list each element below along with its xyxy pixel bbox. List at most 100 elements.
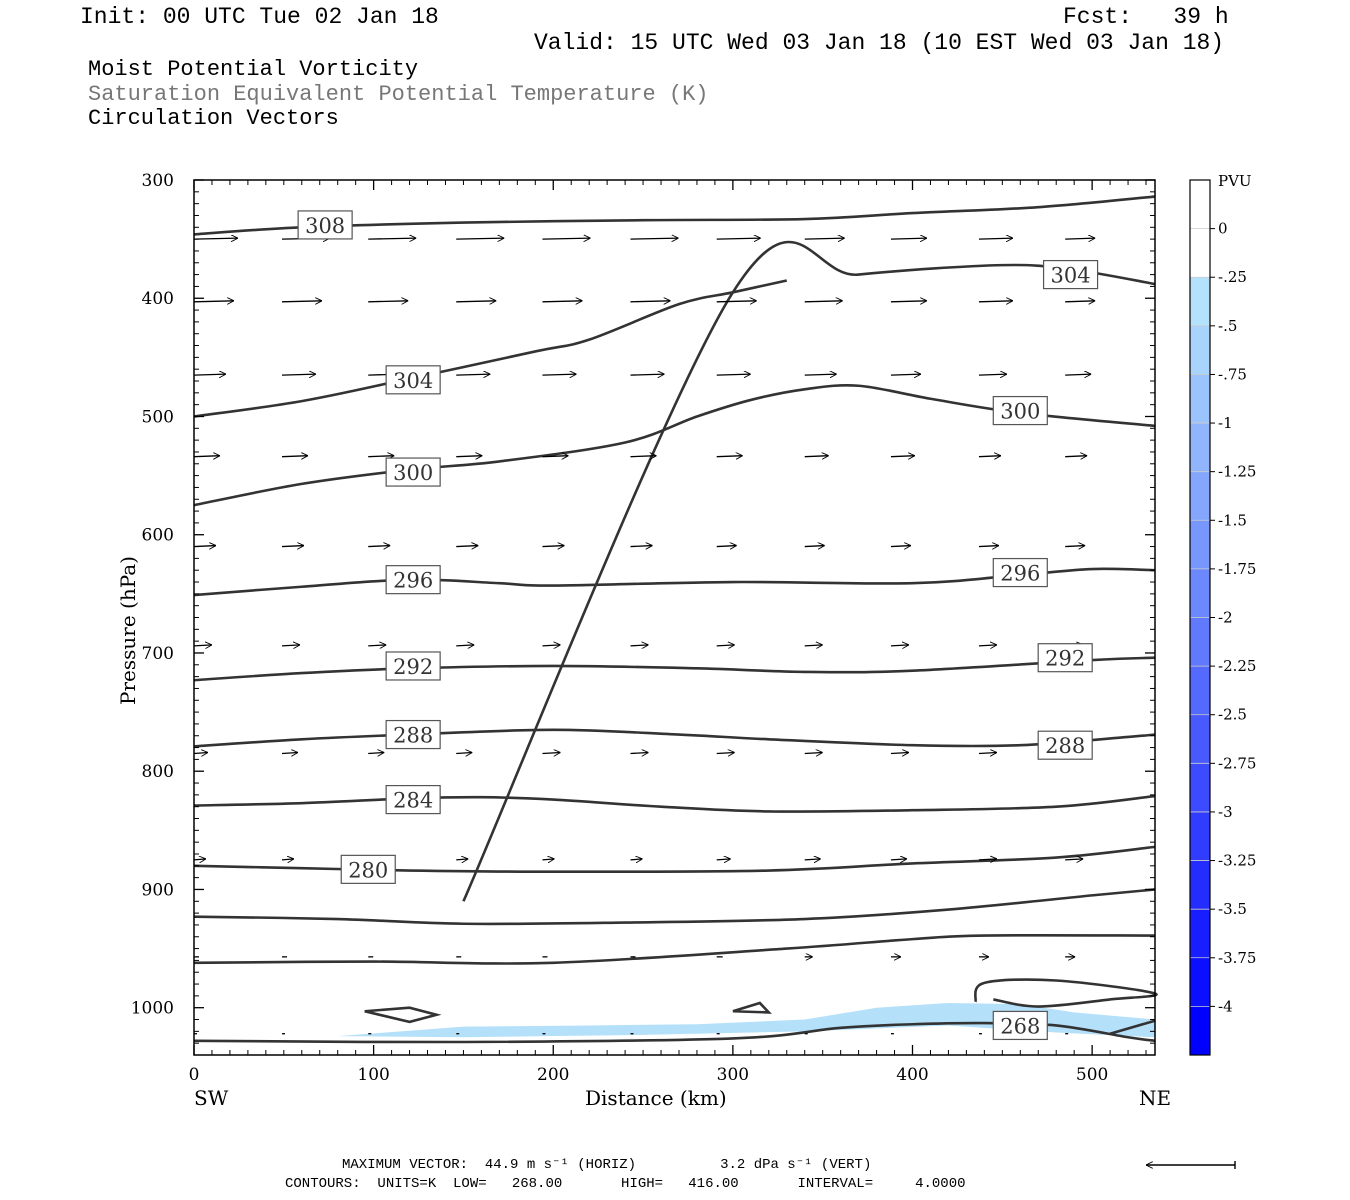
colorbar-label: -1 — [1218, 414, 1233, 432]
contour-label-box — [1042, 259, 1099, 290]
contour-label-box — [340, 854, 396, 884]
contour-label: 296 — [393, 569, 433, 593]
colorbar-bin — [1190, 568, 1210, 618]
circulation-vector — [1065, 374, 1091, 375]
circulation-vector — [456, 238, 504, 239]
circulation-vector — [456, 859, 468, 860]
colorbar-bin — [1190, 228, 1210, 278]
circulation-vector — [193, 546, 216, 547]
contour-line — [732, 1001, 772, 1014]
contour-line — [193, 195, 1156, 236]
contour-label: 296 — [1000, 562, 1040, 586]
circulation-vector — [890, 456, 915, 457]
colorbar-bin — [1190, 423, 1210, 472]
colorbar-label: -1.25 — [1218, 463, 1256, 481]
circulation-vector — [978, 546, 999, 547]
contour-label: 292 — [1045, 647, 1085, 671]
circulation-vector — [193, 374, 226, 375]
x-tick-label: 100 — [357, 1065, 389, 1085]
circulation-vector — [890, 301, 927, 302]
contour-line — [193, 728, 1156, 748]
circulation-vector — [368, 859, 380, 860]
colorbar-bin — [1190, 763, 1210, 812]
circulation-vector — [193, 752, 208, 753]
circulation-vector — [1065, 238, 1095, 239]
y-tick-label: 300 — [142, 171, 174, 191]
colorbar-bin — [1190, 811, 1210, 861]
circulation-vector — [978, 374, 1007, 375]
circulation-vector — [890, 859, 907, 860]
colorbar-label: 0 — [1218, 220, 1228, 238]
circulation-vector — [1065, 645, 1083, 646]
circulation-vector — [716, 546, 737, 547]
circulation-vector — [282, 238, 330, 239]
circulation-vector — [281, 546, 304, 547]
colorbar-bin — [1190, 714, 1210, 764]
circulation-vector — [542, 752, 560, 753]
circulation-vector — [456, 546, 478, 547]
contour-label: 284 — [393, 789, 433, 813]
y-tick-label: 400 — [142, 289, 174, 309]
circulation-vector — [542, 238, 590, 239]
circulation-vector — [716, 752, 735, 753]
circulation-vector — [716, 456, 743, 457]
contour-label-box — [385, 651, 441, 681]
colorbar-bin — [1190, 1006, 1210, 1055]
footer-max-vector: MAXIMUM VECTOR: 44.9 m s⁻¹ (HORIZ) 3.2 d… — [342, 1157, 872, 1173]
y-axis-title: Pressure (hPa) — [116, 556, 140, 705]
circulation-vector — [193, 645, 212, 646]
circulation-vector — [630, 645, 648, 646]
circulation-vector — [978, 752, 997, 753]
circulation-vector — [804, 752, 823, 753]
x-end-label-sw: SW — [194, 1086, 229, 1110]
plot-frame — [193, 179, 1156, 1056]
contour-label-box — [992, 395, 1048, 426]
circulation-vector — [890, 546, 911, 547]
circulation-vector — [1065, 859, 1083, 860]
y-tick-label: 1000 — [131, 999, 174, 1019]
circulation-vector — [193, 456, 220, 457]
circulation-vector — [630, 374, 664, 375]
circulation-vector — [804, 546, 825, 547]
colorbar-bin — [1190, 666, 1210, 715]
colorbar-frame — [1189, 179, 1211, 1056]
circulation-vector — [716, 238, 761, 239]
contour-line — [462, 240, 1156, 902]
circulation-vector — [630, 752, 648, 753]
contour-label: 300 — [393, 461, 433, 485]
circulation-vector — [542, 374, 576, 375]
x-end-label-ne: NE — [1139, 1086, 1171, 1110]
circulation-vector — [630, 456, 656, 457]
circulation-vector — [716, 645, 735, 646]
colorbar-label: -2.5 — [1218, 706, 1247, 724]
x-tick-label: 500 — [1076, 1065, 1108, 1085]
circulation-vector — [804, 456, 829, 457]
x-tick-label: 200 — [537, 1065, 569, 1085]
colorbar-label: -.75 — [1218, 365, 1247, 383]
x-tick-label: 400 — [896, 1065, 928, 1085]
colorbar-bin — [1190, 471, 1210, 521]
forecast-hour: Fcst: 39 h — [1063, 4, 1229, 30]
colorbar-label: -1.5 — [1218, 511, 1247, 529]
contour-line — [364, 1006, 442, 1024]
x-axis-title: Distance (km) — [585, 1086, 727, 1110]
contour-line — [193, 656, 1156, 682]
contour-line — [193, 279, 788, 418]
circulation-vector — [716, 301, 757, 302]
contour-line — [193, 567, 1156, 597]
circulation-vector — [716, 859, 731, 860]
title-thetaes: Saturation Equivalent Potential Temperat… — [88, 82, 709, 107]
colorbar-bin — [1190, 860, 1210, 910]
colorbar-label: -2.75 — [1218, 754, 1256, 772]
circulation-vector — [456, 301, 496, 302]
contour-label-box — [992, 1010, 1048, 1041]
circulation-vector — [193, 859, 206, 860]
contour-label: 288 — [1045, 734, 1085, 758]
contour-label-box — [297, 210, 353, 240]
contour-label: 308 — [305, 214, 345, 238]
colorbar-label: -3.5 — [1218, 900, 1247, 918]
circulation-vector — [281, 859, 294, 860]
colorbar-bin — [1190, 520, 1210, 569]
circulation-vector — [1065, 546, 1085, 547]
